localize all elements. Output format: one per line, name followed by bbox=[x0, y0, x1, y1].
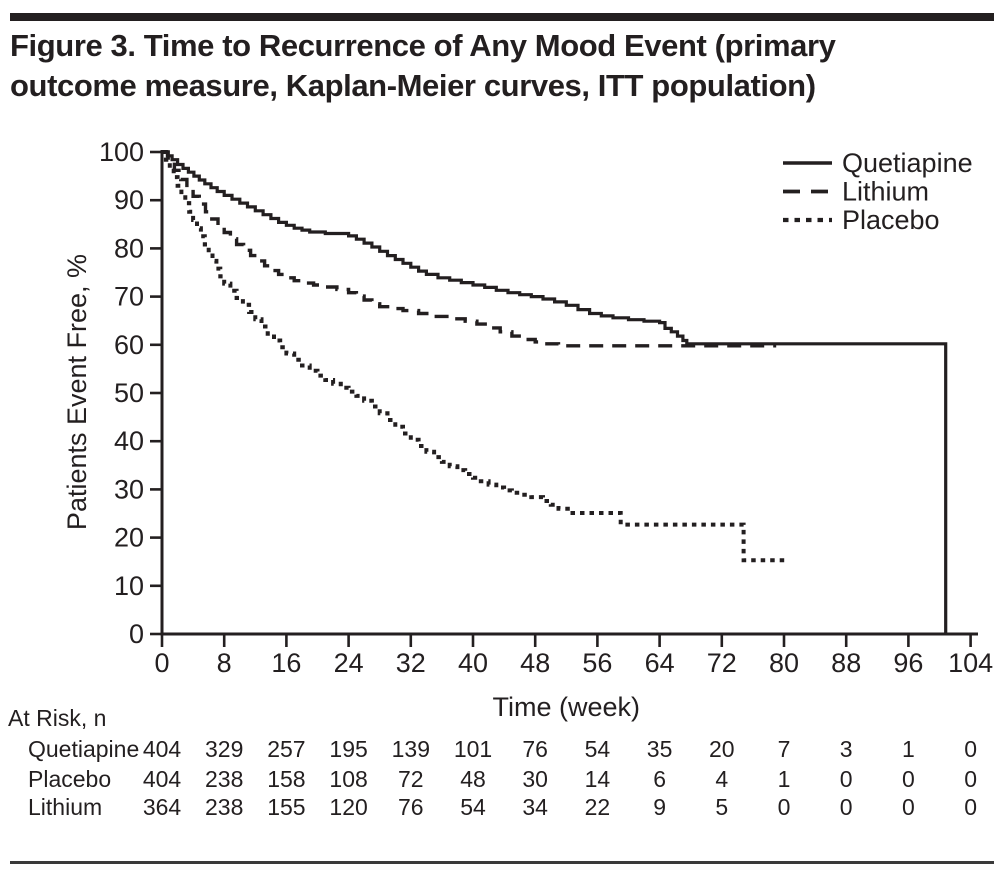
at-risk-row-label: Lithium bbox=[28, 794, 102, 820]
x-tick-label: 80 bbox=[769, 648, 799, 678]
at-risk-value: 238 bbox=[205, 794, 243, 820]
x-tick-label: 64 bbox=[645, 648, 675, 678]
at-risk-value: 54 bbox=[585, 736, 611, 762]
x-tick-label: 40 bbox=[458, 648, 488, 678]
at-risk-value: 7 bbox=[778, 736, 791, 762]
x-tick-label: 96 bbox=[893, 648, 923, 678]
at-risk-value: 120 bbox=[329, 794, 367, 820]
at-risk-value: 76 bbox=[398, 794, 424, 820]
legend-label: Lithium bbox=[842, 177, 929, 207]
x-tick-label: 24 bbox=[334, 648, 364, 678]
y-tick-label: 30 bbox=[114, 474, 144, 504]
x-axis: 0 8 16 24 32 40 48 56 64 72 80 88 96 104 bbox=[154, 634, 993, 678]
at-risk-value: 0 bbox=[778, 794, 791, 820]
y-tick-label: 70 bbox=[114, 282, 144, 312]
at-risk-row-label: Quetiapine bbox=[28, 736, 139, 762]
at-risk-value: 30 bbox=[522, 766, 548, 792]
at-risk-value: 0 bbox=[902, 766, 915, 792]
y-tick-label: 20 bbox=[114, 523, 144, 553]
at-risk-value: 54 bbox=[460, 794, 486, 820]
y-tick-label: 50 bbox=[114, 378, 144, 408]
x-tick-label: 56 bbox=[582, 648, 612, 678]
at-risk-value: 0 bbox=[964, 794, 977, 820]
at-risk-value: 0 bbox=[902, 794, 915, 820]
at-risk-row-quetiapine: Quetiapine 404 329 257 195 139 101 76 54 35 20 7 3 1 0 bbox=[28, 736, 977, 762]
curve-lithium bbox=[162, 150, 777, 348]
at-risk-value: 3 bbox=[840, 736, 853, 762]
at-risk-value: 404 bbox=[143, 766, 182, 792]
at-risk-row-label: Placebo bbox=[28, 766, 111, 792]
at-risk-value: 1 bbox=[778, 766, 791, 792]
at-risk-value: 158 bbox=[267, 766, 305, 792]
at-risk-value: 0 bbox=[964, 766, 977, 792]
at-risk-value: 404 bbox=[143, 736, 182, 762]
at-risk-value: 155 bbox=[267, 794, 305, 820]
at-risk-value: 108 bbox=[329, 766, 367, 792]
figure-title: Figure 3. Time to Recurrence of Any Mood… bbox=[10, 26, 980, 106]
at-risk-value: 22 bbox=[585, 794, 611, 820]
curve-placebo bbox=[162, 150, 787, 563]
x-axis-title: Time (week) bbox=[493, 692, 641, 722]
at-risk-value: 238 bbox=[205, 766, 243, 792]
at-risk-value: 48 bbox=[460, 766, 486, 792]
at-risk-row-placebo: Placebo 404 238 158 108 72 48 30 14 6 4 1 0 0 0 bbox=[28, 766, 977, 792]
y-tick-label: 60 bbox=[114, 330, 144, 360]
at-risk-value: 14 bbox=[585, 766, 611, 792]
x-tick-label: 48 bbox=[520, 648, 550, 678]
y-tick-label: 0 bbox=[129, 619, 144, 649]
at-risk-value: 195 bbox=[329, 736, 367, 762]
y-tick-label: 100 bbox=[99, 137, 144, 167]
at-risk-value: 257 bbox=[267, 736, 305, 762]
y-tick-label: 40 bbox=[114, 426, 144, 456]
legend-label: Quetiapine bbox=[842, 148, 973, 178]
at-risk-value: 0 bbox=[964, 736, 977, 762]
at-risk-value: 76 bbox=[522, 736, 548, 762]
y-axis: 0 10 20 30 40 50 60 70 80 90 100 bbox=[99, 137, 162, 649]
y-axis-title: Patients Event Free, % bbox=[62, 254, 92, 530]
legend-item-quetiapine: Quetiapine bbox=[783, 148, 973, 178]
x-tick-label: 104 bbox=[948, 648, 993, 678]
at-risk-value: 0 bbox=[840, 766, 853, 792]
at-risk-value: 1 bbox=[902, 736, 915, 762]
at-risk-value: 0 bbox=[840, 794, 853, 820]
x-tick-label: 88 bbox=[831, 648, 861, 678]
curve-quetiapine bbox=[162, 150, 948, 634]
y-tick-label: 90 bbox=[114, 185, 144, 215]
bottom-rule bbox=[10, 861, 994, 864]
x-tick-label: 32 bbox=[396, 648, 426, 678]
x-tick-label: 0 bbox=[154, 648, 169, 678]
at-risk-value: 20 bbox=[709, 736, 735, 762]
x-tick-label: 72 bbox=[707, 648, 737, 678]
top-rule bbox=[10, 13, 994, 21]
at-risk-value: 5 bbox=[715, 794, 728, 820]
at-risk-value: 101 bbox=[454, 736, 492, 762]
at-risk-value: 35 bbox=[647, 736, 673, 762]
x-tick-label: 16 bbox=[271, 648, 301, 678]
y-tick-label: 80 bbox=[114, 233, 144, 263]
at-risk-value: 329 bbox=[205, 736, 243, 762]
at-risk-value: 4 bbox=[715, 766, 728, 792]
at-risk-header: At Risk, n bbox=[8, 705, 106, 731]
at-risk-value: 34 bbox=[522, 794, 548, 820]
at-risk-row-lithium: Lithium 364 238 155 120 76 54 34 22 9 5 0 0 0 0 bbox=[28, 794, 977, 820]
x-tick-label: 8 bbox=[217, 648, 232, 678]
legend-item-lithium: Lithium bbox=[783, 177, 929, 207]
y-tick-label: 10 bbox=[114, 571, 144, 601]
series-group bbox=[162, 150, 948, 634]
figure-title-line-2: outcome measure, Kaplan-Meier curves, IT… bbox=[10, 68, 816, 103]
at-risk-value: 364 bbox=[143, 794, 182, 820]
at-risk-value: 72 bbox=[398, 766, 424, 792]
legend-label: Placebo bbox=[842, 205, 940, 235]
at-risk-value: 139 bbox=[392, 736, 430, 762]
figure-title-line-1: Figure 3. Time to Recurrence of Any Mood… bbox=[10, 28, 836, 63]
at-risk-value: 6 bbox=[653, 766, 666, 792]
at-risk-value: 9 bbox=[653, 794, 666, 820]
legend-item-placebo: Placebo bbox=[783, 205, 940, 235]
